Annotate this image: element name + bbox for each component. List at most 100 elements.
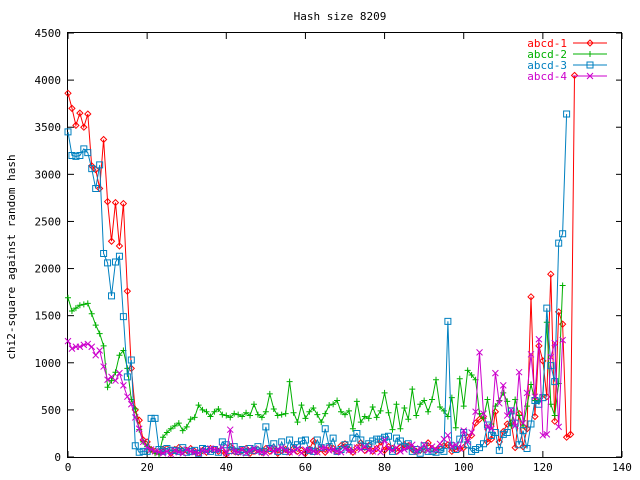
data-point [115,242,124,250]
data-point [84,110,92,118]
y-axis: 0 500 1000 1500 2000 2500 3000 3500 4000 4500 [35,27,622,464]
data-point [215,405,222,412]
y-tick-label: 4500 [35,27,62,40]
data-point [147,446,155,453]
data-point [92,322,99,329]
data-point [211,408,218,415]
data-point [254,411,261,418]
data-point [318,419,325,426]
data-point [547,270,555,278]
data-point [566,430,575,439]
data-point [207,445,214,452]
data-point [163,445,171,453]
data-point [559,282,566,289]
data-point [321,425,329,433]
series-line-abcd-2 [67,285,564,455]
data-point [123,373,131,381]
data-point [243,409,250,416]
y-tick-label: 2000 [35,263,62,276]
data-point [329,434,337,442]
data-point [175,448,183,456]
data-point [495,399,503,407]
data-point [392,434,400,442]
data-point [124,393,131,401]
data-point [211,446,218,453]
data-point [373,414,380,421]
data-point [104,384,111,391]
data-point [349,425,356,432]
x-tick-label: 20 [141,461,154,474]
data-point [313,436,321,444]
data-point [282,447,289,454]
data-point [187,447,195,455]
data-point [527,420,535,428]
y-tick-label: 500 [41,404,61,417]
data-point [357,419,364,426]
data-point [345,407,352,414]
data-point [278,411,285,418]
data-point [167,425,174,432]
data-point [246,447,254,454]
data-point [203,447,210,455]
data-point [448,443,456,450]
data-point [231,410,238,417]
data-point [163,447,171,455]
series-layer [64,71,579,458]
data-point [381,436,388,444]
data-point [516,412,523,419]
data-point [306,408,313,415]
chart-title: Hash size 8209 [294,10,387,23]
data-point [555,423,563,431]
data-point [270,447,278,455]
data-point [302,446,309,453]
data-point [480,440,487,448]
data-point [436,404,443,411]
data-point [413,412,420,419]
data-point [444,431,452,439]
data-point [385,409,392,416]
data-point [543,304,551,312]
data-point [515,368,523,376]
data-point [135,425,143,433]
data-point [353,443,361,452]
data-point [409,386,416,393]
data-point [294,419,301,426]
data-point [460,427,468,434]
data-point [301,436,309,444]
data-point [88,165,96,173]
data-point [119,313,127,321]
y-tick-label: 0 [54,451,61,464]
data-point [329,446,337,453]
data-point [88,343,96,351]
series-line-abcd-3 [67,113,568,455]
data-point [116,352,123,359]
data-point [219,411,226,418]
data-point [203,408,210,415]
data-point [131,442,139,450]
data-point [543,319,550,326]
data-point [262,423,270,431]
data-point [428,443,436,450]
data-point [484,423,491,431]
data-point [96,330,103,337]
data-point [527,350,535,358]
data-point [491,408,500,416]
data-point [330,401,337,408]
data-point [507,407,515,415]
data-point [309,447,317,455]
data-point [380,446,389,455]
data-point [369,404,376,411]
data-point [76,109,84,117]
data-point [266,390,273,397]
data-point [65,294,71,301]
data-point [80,123,88,131]
data-point [503,412,511,419]
data-point [429,396,436,403]
data-point [104,376,111,384]
data-point [515,441,523,449]
data-point [334,397,341,404]
data-point [80,341,88,349]
data-point [338,408,345,415]
data-point [464,367,471,374]
